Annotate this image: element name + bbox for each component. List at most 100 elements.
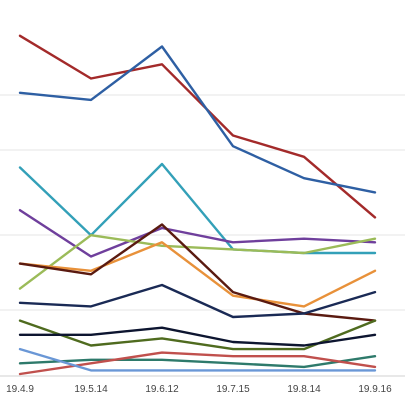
series-line-4 xyxy=(18,233,377,290)
data-point-8-3 xyxy=(232,348,234,350)
data-point-10-2 xyxy=(161,359,163,361)
data-point-4-2 xyxy=(161,245,163,247)
data-point-3-3 xyxy=(232,241,234,244)
data-point-6-1 xyxy=(90,273,92,276)
data-point-0-1 xyxy=(90,77,92,80)
series-3 xyxy=(18,208,377,258)
data-point-8-1 xyxy=(90,344,92,347)
data-point-8-4 xyxy=(303,348,305,350)
x-tick-label-1: 19.5.14 xyxy=(74,384,108,395)
x-tick-label-0: 19.4.9 xyxy=(6,384,34,395)
data-point-8-2 xyxy=(161,337,163,340)
data-point-1-4 xyxy=(303,177,305,179)
data-point-12-1 xyxy=(90,369,92,372)
data-point-7-5 xyxy=(374,291,376,293)
data-point-5-3 xyxy=(232,294,234,297)
series-line-0 xyxy=(18,34,377,219)
series-line-1 xyxy=(18,45,377,194)
data-point-8-5 xyxy=(374,319,376,322)
data-point-12-5 xyxy=(374,369,376,372)
series-0 xyxy=(18,34,377,219)
series-line-6 xyxy=(18,223,377,322)
series-11 xyxy=(18,351,377,376)
data-point-4-5 xyxy=(374,237,376,240)
data-point-3-4 xyxy=(303,237,305,240)
series-5 xyxy=(18,241,377,308)
data-point-3-5 xyxy=(374,241,376,244)
data-point-12-3 xyxy=(232,369,234,372)
data-point-9-3 xyxy=(232,341,234,343)
data-point-8-0 xyxy=(19,319,21,322)
data-point-6-0 xyxy=(19,262,21,265)
data-point-9-0 xyxy=(19,334,21,336)
data-point-3-2 xyxy=(161,227,163,229)
data-point-7-2 xyxy=(161,284,163,286)
data-point-1-1 xyxy=(90,99,92,101)
data-point-11-1 xyxy=(90,362,92,365)
series-9 xyxy=(18,326,377,347)
series-line-5 xyxy=(18,241,377,308)
data-point-5-2 xyxy=(161,241,163,244)
x-axis-tick-labels: 19.4.9 19.5.14 19.6.12 19.7.15 19.8.14 19.9.1… xyxy=(6,384,392,395)
series-1 xyxy=(18,45,377,194)
data-point-4-3 xyxy=(232,248,234,251)
data-point-0-2 xyxy=(161,63,163,66)
data-point-2-5 xyxy=(374,252,376,254)
x-tick-label-2: 19.6.12 xyxy=(145,384,179,395)
data-point-10-1 xyxy=(90,359,92,361)
data-point-2-2 xyxy=(161,163,163,165)
series-line-12 xyxy=(18,347,377,372)
data-point-12-2 xyxy=(161,369,163,372)
data-point-7-1 xyxy=(90,305,92,308)
data-point-10-3 xyxy=(232,362,234,365)
data-point-0-4 xyxy=(303,156,305,158)
data-point-4-1 xyxy=(90,234,92,236)
series-line-9 xyxy=(18,326,377,347)
data-point-6-3 xyxy=(232,291,234,293)
data-point-12-4 xyxy=(303,369,305,372)
data-point-0-5 xyxy=(374,216,376,219)
data-point-11-0 xyxy=(19,373,21,375)
data-point-10-5 xyxy=(374,355,376,358)
data-point-11-2 xyxy=(161,351,163,354)
series-line-11 xyxy=(18,351,377,376)
data-point-7-0 xyxy=(19,302,21,304)
x-tick-label-3: 19.7.15 xyxy=(216,384,250,395)
data-point-10-0 xyxy=(19,362,21,365)
data-point-9-2 xyxy=(161,326,163,329)
data-point-6-2 xyxy=(161,223,163,226)
data-point-1-5 xyxy=(374,191,376,194)
data-point-1-0 xyxy=(19,92,21,94)
data-point-1-2 xyxy=(161,45,163,48)
series-line-7 xyxy=(18,283,377,319)
series-line-10 xyxy=(18,355,377,369)
data-point-4-0 xyxy=(19,287,21,290)
data-point-5-1 xyxy=(90,270,92,272)
series-line-2 xyxy=(18,162,377,255)
data-point-11-4 xyxy=(303,355,305,358)
data-point-4-4 xyxy=(303,252,305,254)
data-point-1-3 xyxy=(232,145,234,147)
data-point-5-4 xyxy=(303,305,305,308)
x-tick-label-4: 19.8.14 xyxy=(287,384,321,395)
series-12 xyxy=(18,347,377,372)
data-point-12-0 xyxy=(19,348,21,350)
data-point-11-5 xyxy=(374,366,376,368)
data-point-0-3 xyxy=(232,134,234,137)
data-point-2-0 xyxy=(19,166,21,169)
x-tick-label-5: 19.9.16 xyxy=(358,384,392,395)
data-point-3-1 xyxy=(90,255,92,258)
series-4 xyxy=(18,233,377,290)
series-10 xyxy=(18,355,377,369)
data-point-3-0 xyxy=(19,209,21,211)
data-point-7-3 xyxy=(232,316,234,318)
series-lines xyxy=(18,34,377,376)
data-point-9-5 xyxy=(374,334,376,336)
data-point-9-4 xyxy=(303,344,305,347)
data-point-9-1 xyxy=(90,334,92,336)
data-point-7-4 xyxy=(303,312,305,315)
series-line-3 xyxy=(18,208,377,258)
data-point-5-5 xyxy=(374,270,376,272)
